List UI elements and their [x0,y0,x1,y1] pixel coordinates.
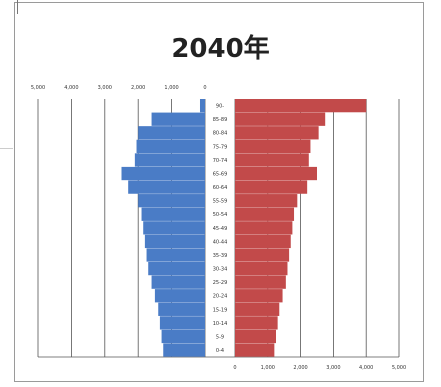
background-divider [17,0,18,14]
bar-left [199,99,205,113]
bar-right [235,139,311,154]
bar-right [235,207,295,221]
age-group-label: 0-4 [216,348,224,354]
bottom-axis-tick-label: 3,000 [326,365,340,371]
top-axis-tick-label: 3,000 [98,85,112,91]
age-group-label: 15-19 [213,307,228,313]
bar-left [161,329,205,344]
top-axis-tick-label: 2,000 [131,85,145,91]
background-divider [0,148,13,149]
bar-left [146,248,205,262]
age-group-label: 60-64 [213,185,228,191]
age-group-label: 35-39 [213,253,228,259]
bar-right [235,112,326,126]
bar-left [148,261,205,276]
bar-left [138,126,205,140]
bottom-axis-tick-label: 5,000 [392,365,406,371]
bar-left [138,194,205,208]
bar-right [235,153,309,167]
age-group-label: 45-49 [213,226,228,232]
bar-right [235,234,291,249]
age-group-label: 85-89 [213,117,228,123]
age-group-label: 70-74 [213,158,228,164]
bar-right [235,302,280,316]
bar-right [235,343,275,357]
bar-right [235,248,290,262]
age-group-label: 50-54 [213,212,228,218]
bar-right [235,221,293,235]
bar-right [235,194,298,208]
top-axis-tick-label: 4,000 [64,85,78,91]
age-group-label: 55-59 [213,199,228,205]
bar-left [134,153,205,167]
top-axis-tick-label: 1,000 [164,85,178,91]
bar-right [235,275,286,289]
age-group-label: 25-29 [213,280,228,286]
bar-left [121,166,205,181]
age-group-label: 40-44 [213,239,228,245]
chart-title: 2040年 [171,34,270,64]
bar-right [235,289,283,303]
age-group-label: 10-14 [213,321,228,327]
bar-right [235,261,288,276]
age-group-label: 20-24 [213,294,228,300]
bar-left [143,221,205,235]
age-group-label: 65-69 [213,171,228,177]
bar-right [235,329,276,344]
bar-left [136,139,205,154]
age-group-label: 5-9 [216,334,224,340]
top-axis-tick-label: 0 [203,85,206,91]
bottom-axis-tick-label: 4,000 [359,365,373,371]
bar-left [158,302,205,316]
bar-left [154,289,205,303]
bar-left [128,180,205,194]
bar-right [235,99,367,113]
age-group-label: 30-34 [213,267,228,273]
bar-left [144,234,205,249]
bar-right [235,180,308,194]
bottom-axis-tick-label: 1,000 [261,365,275,371]
bar-right [235,126,319,140]
bar-left [163,343,205,357]
age-group-label: 80-84 [213,131,228,137]
chart-frame [14,2,424,382]
bar-left [141,207,205,221]
top-axis-tick-label: 5,000 [31,85,45,91]
bar-right [235,166,317,181]
bottom-axis-tick-label: 2,000 [293,365,307,371]
age-group-label: 75-79 [213,144,228,150]
bottom-axis-tick-label: 0 [233,365,236,371]
bar-left [151,112,205,126]
bar-left [159,316,205,330]
bar-right [235,316,278,330]
age-group-label: 90- [216,104,224,110]
bar-left [151,275,205,289]
